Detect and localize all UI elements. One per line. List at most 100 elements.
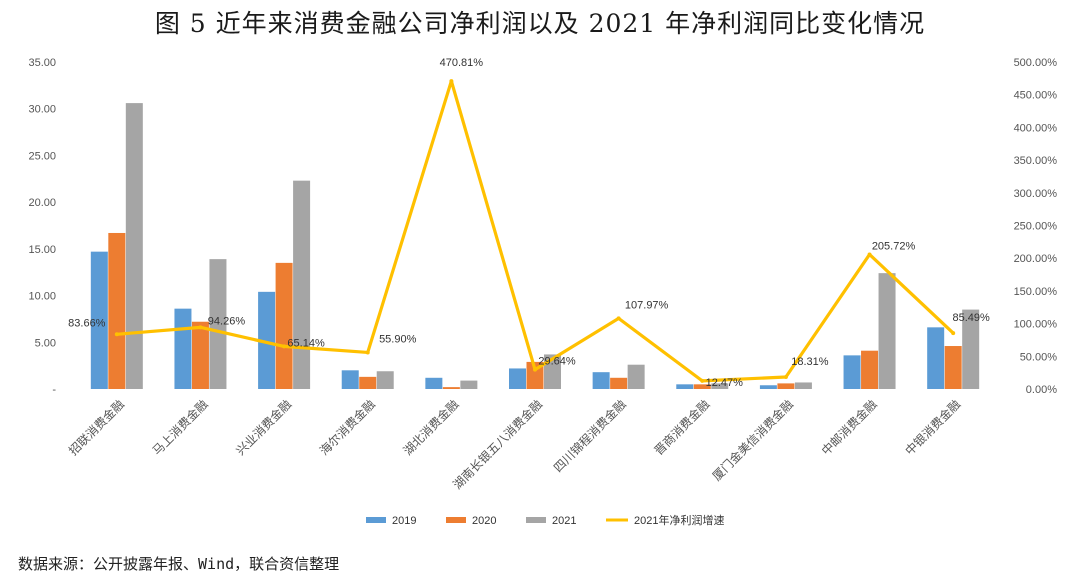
bar-2021-8 xyxy=(794,382,812,389)
legend-swatch-2021 xyxy=(526,517,546,523)
right-tick-label: 450.00% xyxy=(1014,90,1058,102)
chart-canvas: - 5.00 10.00 15.00 20.00 25.00 30.00 35.00 0.00… xyxy=(28,57,1058,527)
growth-point-9 xyxy=(867,252,872,257)
category-label: 四川锦程消费金融 xyxy=(550,397,628,475)
bar-2021-10 xyxy=(962,309,980,389)
growth-point-5 xyxy=(533,367,537,372)
growth-data-label: 85.49% xyxy=(953,312,991,324)
bar-2020-2 xyxy=(275,262,293,389)
right-tick-label: 0.00% xyxy=(1026,384,1057,396)
right-tick-label: 200.00% xyxy=(1014,253,1058,265)
bar-2020-0 xyxy=(108,232,126,389)
bar-2020-10 xyxy=(944,346,962,389)
right-tick-label: 250.00% xyxy=(1014,221,1058,233)
category-label: 晋商消费金融 xyxy=(651,397,713,459)
category-label: 海尔消费金融 xyxy=(316,397,378,459)
bar-2021-4 xyxy=(460,380,478,389)
left-tick-label: 5.00 xyxy=(35,337,56,349)
bar-2021-7 xyxy=(711,383,729,389)
category-axis: 招联消费金融 马上消费金融 兴业消费金融 海尔消费金融 湖北消费金融湖南长银五八消费金融… xyxy=(65,397,963,492)
right-tick-label: 500.00% xyxy=(1014,57,1058,69)
left-tick-label: 20.00 xyxy=(28,197,56,209)
right-tick-label: 300.00% xyxy=(1014,188,1058,200)
growth-data-label: 83.66% xyxy=(68,317,106,329)
bar-2019-8 xyxy=(759,385,777,389)
growth-data-label: 205.72% xyxy=(872,240,916,252)
left-axis: - 5.00 10.00 15.00 20.00 25.00 30.00 35.00 xyxy=(28,57,56,396)
legend-label: 2021年净利润增速 xyxy=(634,513,724,527)
bar-2021-2 xyxy=(293,180,311,389)
legend-label: 2020 xyxy=(472,515,496,527)
right-tick-label: 350.00% xyxy=(1014,155,1058,167)
growth-point-1 xyxy=(198,325,203,330)
bar-2021-0 xyxy=(125,103,143,389)
growth-data-label: 65.14% xyxy=(287,337,325,349)
right-tick-label: 400.00% xyxy=(1014,122,1058,134)
bar-2019-3 xyxy=(341,370,359,389)
right-tick-label: 100.00% xyxy=(1014,319,1058,331)
bar-2019-4 xyxy=(425,377,443,389)
bar-2019-6 xyxy=(592,372,610,389)
growth-data-label: 55.90% xyxy=(379,333,417,345)
legend-swatch-2020 xyxy=(446,517,466,523)
bar-2019-5 xyxy=(509,368,526,389)
bar-2020-1 xyxy=(191,321,209,389)
growth-point-7 xyxy=(700,378,705,383)
bar-2019-10 xyxy=(927,327,945,389)
growth-series: 83.66% 94.26% 65.14% 55.90% 470.81% 29.64% 107… xyxy=(68,57,990,389)
bar-series xyxy=(90,103,980,389)
growth-data-label: 107.97% xyxy=(625,299,669,311)
growth-data-label: 12.47% xyxy=(706,377,744,389)
growth-point-0 xyxy=(114,332,119,337)
growth-line xyxy=(116,79,955,383)
growth-data-label: 29.64% xyxy=(538,356,576,368)
data-source-note: 数据来源：公开披露年报、Wind，联合资信整理 xyxy=(18,555,340,573)
bar-2021-1 xyxy=(209,259,227,389)
bar-2019-7 xyxy=(676,384,694,389)
bar-2021-6 xyxy=(627,364,645,389)
legend: 2019 2020 2021 2021年净利润增速 xyxy=(366,513,724,527)
right-tick-label: 150.00% xyxy=(1014,286,1058,298)
growth-point-10 xyxy=(951,331,956,336)
growth-point-3 xyxy=(365,350,370,355)
category-label: 湖北消费金融 xyxy=(400,397,462,459)
bar-2020-4 xyxy=(442,387,460,389)
right-tick-label: 50.00% xyxy=(1020,351,1058,363)
growth-point-2 xyxy=(282,344,287,349)
left-tick-label: - xyxy=(52,384,56,396)
category-label: 厦门金美信消费金融 xyxy=(709,397,796,484)
growth-data-label: 18.31% xyxy=(791,356,829,368)
left-tick-label: 35.00 xyxy=(28,57,56,69)
left-tick-label: 10.00 xyxy=(28,291,56,303)
left-tick-label: 25.00 xyxy=(28,150,56,162)
bar-2020-6 xyxy=(610,377,628,389)
growth-data-label: 94.26% xyxy=(208,315,246,327)
bar-2020-7 xyxy=(693,384,711,389)
bar-2019-9 xyxy=(843,355,861,389)
category-label: 湖南长银五八消费金融 xyxy=(450,397,545,492)
legend-label: 2021 xyxy=(552,515,576,527)
growth-data-label: 470.81% xyxy=(440,57,484,69)
category-label: 兴业消费金融 xyxy=(233,397,295,459)
category-label: 马上消费金融 xyxy=(149,397,211,459)
category-label: 招联消费金融 xyxy=(65,397,127,459)
chart-title: 图 5 近年来消费金融公司净利润以及 2021 年净利润同比变化情况 xyxy=(154,9,926,38)
legend-label: 2019 xyxy=(392,515,416,527)
right-axis: 0.00% 50.00% 100.00% 150.00% 200.00% 250.00% 3… xyxy=(1014,57,1058,396)
bar-2021-9 xyxy=(878,273,896,389)
category-label: 中邮消费金融 xyxy=(818,397,880,459)
left-tick-label: 30.00 xyxy=(28,104,56,116)
bar-2021-3 xyxy=(376,371,394,389)
left-tick-label: 15.00 xyxy=(28,244,56,256)
bar-2019-2 xyxy=(258,291,276,389)
bar-2020-3 xyxy=(359,376,377,389)
bar-2020-8 xyxy=(777,383,795,389)
category-label: 中银消费金融 xyxy=(902,397,964,459)
bar-2020-9 xyxy=(861,350,879,389)
legend-swatch-2019 xyxy=(366,517,386,523)
bar-2019-1 xyxy=(174,308,192,389)
bar-2019-0 xyxy=(90,251,108,389)
growth-point-8 xyxy=(783,375,788,380)
growth-point-4 xyxy=(449,79,454,84)
growth-point-6 xyxy=(616,316,621,321)
